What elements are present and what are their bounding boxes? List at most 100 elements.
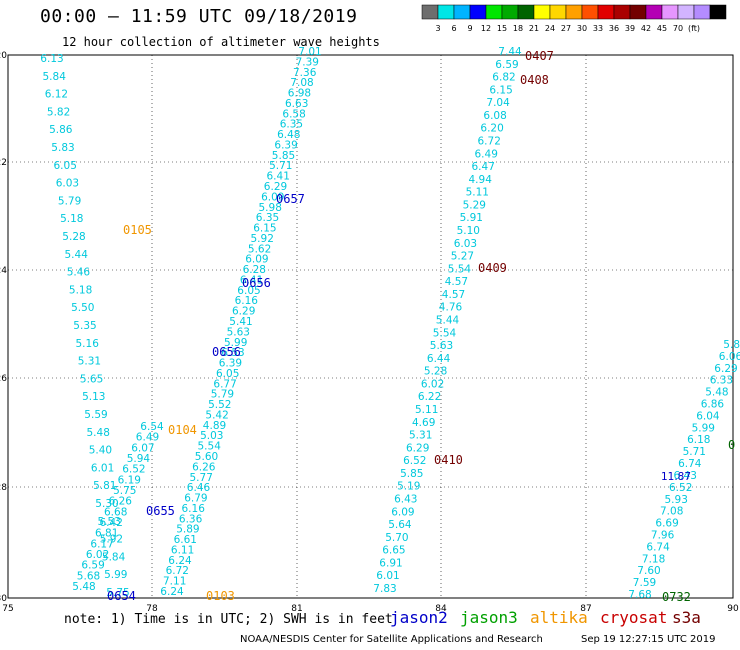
wave-height-value: 6.28 bbox=[243, 264, 266, 276]
wave-height-value: 5.79 bbox=[58, 195, 81, 207]
wave-height-value: 6.12 bbox=[45, 89, 68, 101]
wave-height-value: 4.89 bbox=[203, 420, 226, 432]
pass-time-label: 0408 bbox=[520, 73, 549, 87]
wave-height-value: 6.06 bbox=[719, 351, 740, 363]
legend-jason2: jason2 bbox=[390, 608, 448, 627]
wave-height-value: 7.68 bbox=[628, 589, 651, 601]
wave-height-value: 5.19 bbox=[397, 481, 420, 493]
wave-height-value: 7.96 bbox=[651, 530, 675, 542]
wave-height-value: 5.98 bbox=[259, 202, 282, 214]
wave-height-value: 5.53 bbox=[98, 516, 121, 528]
wave-height-value: 6.81 bbox=[95, 528, 118, 540]
wave-height-value: 6.02 bbox=[421, 378, 444, 390]
legend-altika: altika bbox=[530, 608, 588, 627]
wave-height-value: 6.04 bbox=[696, 410, 720, 422]
wave-height-value: 5.84 bbox=[102, 551, 126, 563]
colorbar-label: 18 bbox=[513, 24, 523, 33]
colorbar-swatch bbox=[661, 4, 679, 20]
wave-height-value: 5.63 bbox=[227, 326, 250, 338]
colorbar-label: 6 bbox=[451, 24, 456, 33]
wave-height-value: 5.30 bbox=[95, 498, 118, 510]
longitude-tick-label: 90 bbox=[727, 604, 739, 614]
wave-height-value: 5.82 bbox=[47, 106, 70, 118]
wave-height-value: 4.69 bbox=[412, 417, 435, 429]
wave-height-value: 5.79 bbox=[211, 389, 234, 401]
colorbar-label: 21 bbox=[529, 24, 539, 33]
wave-height-value: 5.54 bbox=[198, 441, 222, 453]
wave-height-value: 6.15 bbox=[253, 223, 276, 235]
wave-height-value: 6.59 bbox=[81, 560, 104, 572]
wave-height-value: 5.54 bbox=[433, 327, 457, 339]
pass-time-label: 0656 bbox=[212, 345, 241, 359]
wave-height-value: 6.42 bbox=[100, 517, 123, 529]
pass-time-label: 0407 bbox=[525, 49, 554, 63]
wave-height-value: 6.74 bbox=[678, 458, 702, 470]
wave-height-value: 6.05 bbox=[216, 368, 239, 380]
colorbar-swatch bbox=[597, 4, 615, 20]
wave-height-value: 6.01 bbox=[376, 570, 399, 582]
longitude-tick-label: 81 bbox=[291, 604, 302, 614]
wave-height-value: 5.44 bbox=[436, 315, 460, 327]
colorbar-label: 39 bbox=[625, 24, 635, 33]
wave-height-value: 6.98 bbox=[288, 88, 311, 100]
wave-height-value: 5.88 bbox=[723, 339, 740, 351]
colorbar-label: 9 bbox=[467, 24, 472, 33]
wave-height-value: 7.08 bbox=[660, 506, 683, 518]
wave-height-value: 6.61 bbox=[174, 534, 197, 546]
wave-height-value: 5.64 bbox=[388, 519, 412, 531]
wave-height-value: 6.19 bbox=[118, 474, 141, 486]
page-title: 00:00 – 11:59 UTC 09/18/2019 bbox=[40, 6, 358, 27]
wave-height-value: 6.36 bbox=[179, 513, 203, 525]
wave-height-value: 6.52 bbox=[669, 482, 692, 494]
wave-height-value: 5.99 bbox=[104, 569, 127, 581]
wave-height-value: 5.83 bbox=[51, 142, 74, 154]
colorbar-label: 27 bbox=[561, 24, 571, 33]
wave-height-value: 6.72 bbox=[478, 136, 501, 148]
pass-time-label: 0105 bbox=[123, 223, 152, 237]
colorbar-swatch bbox=[613, 4, 631, 20]
wave-height-value: 5.85 bbox=[400, 468, 423, 480]
wave-height-value: 6.07 bbox=[131, 442, 154, 454]
colorbar-label: 15 bbox=[497, 24, 507, 33]
wave-height-value: 5.59 bbox=[84, 409, 107, 421]
wave-height-value: 5.03 bbox=[200, 430, 223, 442]
wave-height-value: 5.86 bbox=[49, 124, 73, 136]
colorbar-swatch bbox=[629, 4, 647, 20]
wave-height-value: 6.68 bbox=[104, 506, 127, 518]
wave-height-value: 6.52 bbox=[122, 464, 145, 476]
wave-height-value: 5.91 bbox=[460, 212, 483, 224]
wave-height-value: 4.94 bbox=[469, 174, 493, 186]
colorbar-swatch bbox=[645, 4, 663, 20]
longitude-tick-label: 75 bbox=[2, 604, 13, 614]
wave-height-value: 6.35 bbox=[280, 119, 303, 131]
wave-height-value: 5.75 bbox=[106, 587, 129, 599]
wave-height-value: 5.54 bbox=[448, 263, 472, 275]
latitude-tick-label: 22 bbox=[0, 158, 7, 168]
wave-height-value: 6.09 bbox=[261, 191, 284, 203]
pass-time-label: 0656 bbox=[242, 276, 271, 290]
pass-time-label: 0654 bbox=[107, 589, 136, 603]
wave-height-value: 6.39 bbox=[274, 140, 297, 152]
colorbar-label: 45 bbox=[657, 24, 667, 33]
colorbar-swatch bbox=[421, 4, 439, 20]
wave-height-value: 6.74 bbox=[646, 541, 670, 553]
pass-time-label: 0 bbox=[728, 438, 735, 452]
wave-height-value: 6.59 bbox=[495, 59, 518, 71]
generated-timestamp: Sep 19 12:27:15 UTC 2019 bbox=[581, 634, 716, 645]
wave-height-value: 6.43 bbox=[394, 494, 417, 506]
wave-height-value: 5.46 bbox=[67, 267, 91, 279]
wave-height-value: 5.60 bbox=[195, 451, 218, 463]
wave-height-value: 6.09 bbox=[245, 254, 268, 266]
wave-height-value: 6.01 bbox=[91, 462, 114, 474]
colorbar-swatch bbox=[517, 4, 535, 20]
wave-height-value: 6.41 bbox=[267, 171, 290, 183]
wave-height-value: 7.08 bbox=[290, 77, 313, 89]
wave-height-value: 7.36 bbox=[293, 67, 317, 79]
wave-height-value: 6.20 bbox=[480, 123, 503, 135]
wave-height-value: 6.39 bbox=[219, 358, 242, 370]
wave-height-value: 7.83 bbox=[373, 583, 396, 595]
wave-height-value: 5.13 bbox=[82, 391, 105, 403]
track-jason2: 7.687.597.607.186.747.966.697.085.936.52… bbox=[628, 339, 740, 601]
wave-height-value: 5.89 bbox=[176, 524, 199, 536]
wave-height-value: 6.77 bbox=[213, 378, 236, 390]
